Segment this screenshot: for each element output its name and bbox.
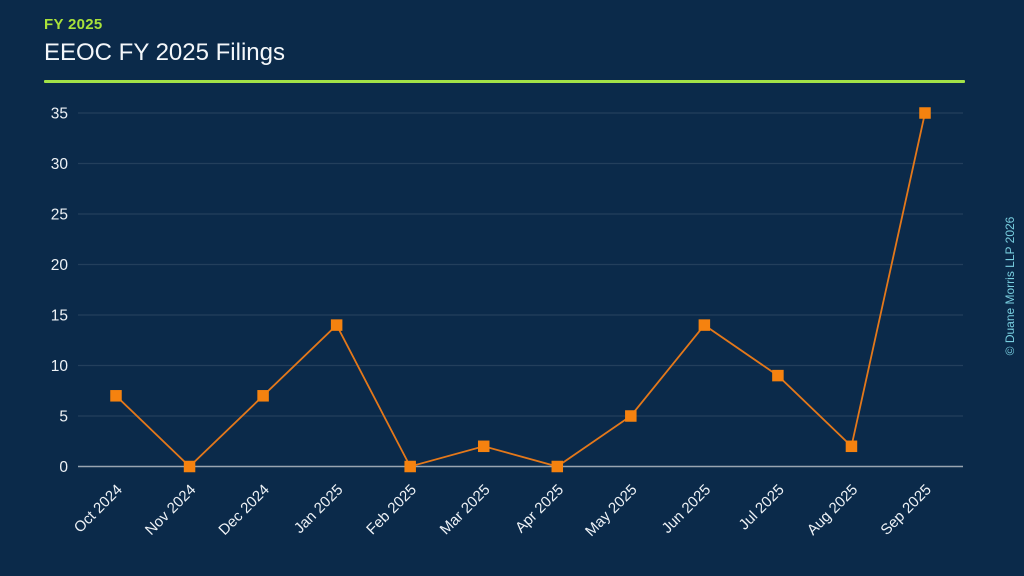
x-tick-label: Nov 2024 xyxy=(142,481,199,538)
x-tick-label: Jan 2025 xyxy=(291,481,347,537)
x-tick-label: Sep 2025 xyxy=(877,481,934,538)
x-tick-label: Feb 2025 xyxy=(363,481,420,538)
data-point-marker xyxy=(772,369,784,382)
x-tick-label: Apr 2025 xyxy=(512,481,567,536)
x-tick-label: Oct 2024 xyxy=(71,481,126,536)
data-point-marker xyxy=(257,390,269,402)
x-tick-label: Jul 2025 xyxy=(736,481,788,533)
x-tick-label: Aug 2025 xyxy=(804,481,861,538)
copyright-watermark: © Duane Morris LLP 2026 xyxy=(1003,216,1017,356)
data-point-marker xyxy=(404,460,416,473)
data-point-marker xyxy=(698,319,711,331)
y-tick-label: 20 xyxy=(51,257,69,274)
data-point-marker xyxy=(551,460,564,473)
kicker-label: FY 2025 xyxy=(44,16,103,33)
y-tick-label: 0 xyxy=(59,459,68,476)
data-point-marker xyxy=(110,390,122,402)
y-tick-label: 25 xyxy=(51,207,68,224)
data-line xyxy=(115,112,926,468)
y-tick-label: 5 xyxy=(59,409,68,426)
x-tick-label: Jun 2025 xyxy=(659,481,715,537)
data-point-marker xyxy=(919,107,931,119)
title-underline xyxy=(44,79,965,83)
x-tick-label: Dec 2024 xyxy=(215,481,272,538)
x-tick-label: May 2025 xyxy=(582,481,641,540)
chart-header: FY 2025 EEOC FY 2025 Filings xyxy=(44,16,965,83)
y-tick-label: 15 xyxy=(51,308,68,325)
data-point-marker xyxy=(625,410,637,422)
y-tick-label: 30 xyxy=(51,156,69,173)
x-tick-label: Mar 2025 xyxy=(437,481,494,538)
data-point-marker xyxy=(845,440,858,453)
data-point-marker xyxy=(330,319,343,331)
data-point-marker xyxy=(477,440,490,453)
y-tick-label: 10 xyxy=(51,358,69,375)
page-title: EEOC FY 2025 Filings xyxy=(44,39,285,66)
y-tick-label: 35 xyxy=(51,106,68,123)
data-point-marker xyxy=(183,460,196,473)
